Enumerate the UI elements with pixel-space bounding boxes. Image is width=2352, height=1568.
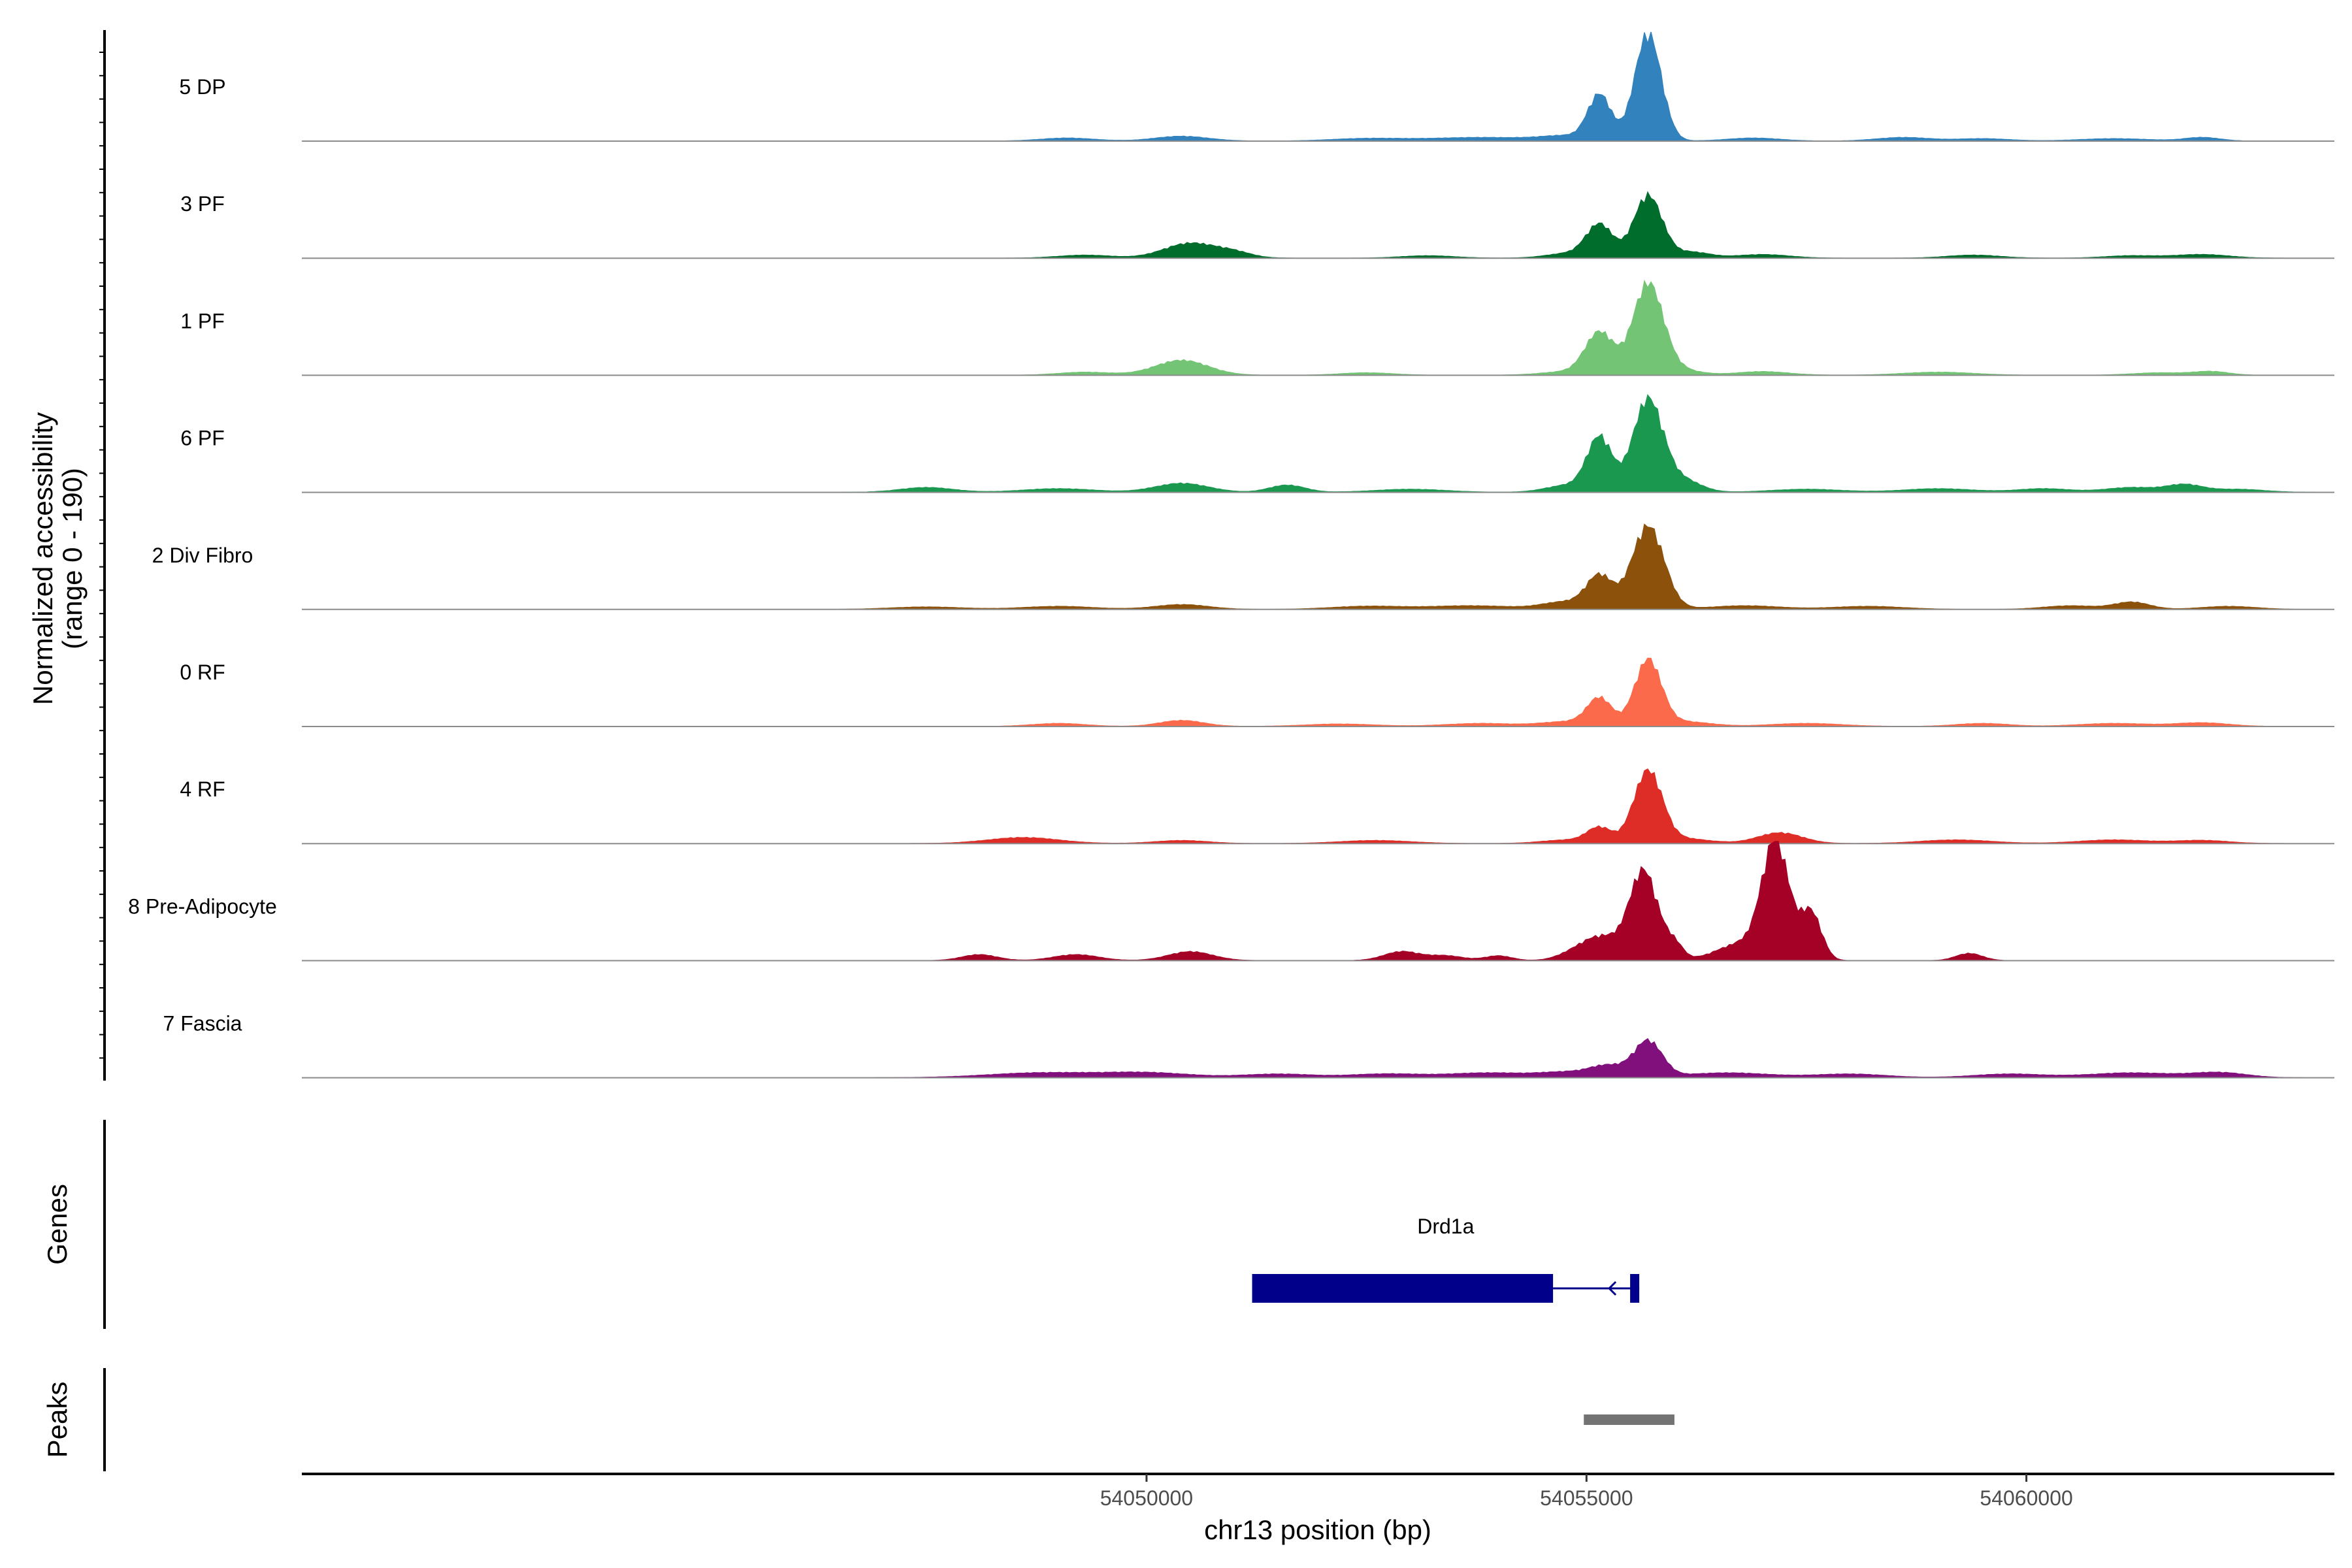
- track-label-4: 6 PF: [180, 427, 225, 450]
- peaks-axis-title: Peaks: [42, 1382, 73, 1458]
- track-1: 5 DP: [179, 31, 2334, 142]
- gene-cds-block: [1252, 1274, 1554, 1303]
- y-axis-title-line1: Normalized accessibility: [27, 412, 58, 705]
- x-tick-label-1: 54050000: [1100, 1486, 1193, 1510]
- coverage-area-5: [302, 523, 2334, 610]
- coverage-area-6: [302, 657, 2334, 727]
- track-5: 2 Div Fibro: [152, 523, 2334, 610]
- track-2: 3 PF: [180, 191, 2334, 259]
- gene-strand-arrow: [1607, 1281, 1617, 1296]
- track-label-5: 2 Div Fibro: [152, 544, 253, 567]
- track-6: 0 RF: [180, 657, 2334, 727]
- peak-region-1: [1584, 1414, 1674, 1425]
- y-axis-title-line2: (range 0 - 190): [57, 468, 88, 649]
- track-4: 6 PF: [180, 394, 2334, 493]
- track-9: 7 Fascia: [163, 1012, 2334, 1079]
- track-label-8: 8 Pre-Adipocyte: [128, 894, 277, 918]
- track-label-6: 0 RF: [180, 661, 225, 684]
- genes-axis-title: Genes: [42, 1184, 73, 1265]
- track-label-1: 5 DP: [179, 75, 225, 99]
- coverage-y-ticks: [99, 52, 105, 1059]
- coverage-area-7: [302, 768, 2334, 844]
- coverage-area-4: [302, 394, 2334, 493]
- gene-first-exon: [1630, 1274, 1640, 1303]
- coverage-tracks: 5 DP 3 PF 1 PF 6 PF 2 Div Fibro 0 RF 4 RF 8 Pre…: [128, 31, 2334, 1079]
- coverage-area-1: [302, 31, 2334, 142]
- track-label-7: 4 RF: [180, 777, 225, 801]
- track-label-9: 7 Fascia: [163, 1012, 242, 1036]
- x-axis-title: chr13 position (bp): [1204, 1514, 1431, 1545]
- coverage-area-8: [302, 841, 2334, 962]
- track-label-3: 1 PF: [180, 309, 225, 333]
- track-3: 1 PF: [180, 279, 2334, 376]
- peaks-track: [1584, 1414, 1674, 1425]
- x-tick-label-3: 54060000: [1980, 1486, 2072, 1510]
- x-tick-label-2: 54055000: [1540, 1486, 1633, 1510]
- coverage-area-2: [302, 191, 2334, 259]
- coverage-area-9: [302, 1037, 2334, 1079]
- gene-track: Drd1a: [1252, 1215, 1640, 1303]
- track-7: 4 RF: [180, 768, 2334, 845]
- x-axis-ticks: 54050000 54055000 54060000: [1100, 1474, 2073, 1510]
- gene-label: Drd1a: [1417, 1215, 1474, 1238]
- track-8: 8 Pre-Adipocyte: [128, 841, 2334, 962]
- track-label-2: 3 PF: [180, 192, 225, 216]
- coverage-area-3: [302, 279, 2334, 376]
